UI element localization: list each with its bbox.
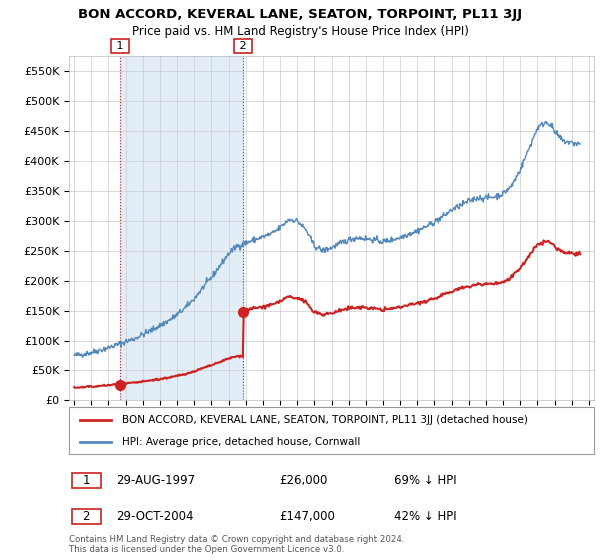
Text: 29-OCT-2004: 29-OCT-2004 [116, 510, 194, 523]
Text: 1: 1 [113, 41, 127, 51]
Text: BON ACCORD, KEVERAL LANE, SEATON, TORPOINT, PL11 3JJ (detached house): BON ACCORD, KEVERAL LANE, SEATON, TORPOI… [121, 415, 527, 425]
Text: Price paid vs. HM Land Registry's House Price Index (HPI): Price paid vs. HM Land Registry's House … [131, 25, 469, 38]
Text: 69% ↓ HPI: 69% ↓ HPI [395, 474, 457, 487]
Text: BON ACCORD, KEVERAL LANE, SEATON, TORPOINT, PL11 3JJ: BON ACCORD, KEVERAL LANE, SEATON, TORPOI… [78, 8, 522, 21]
Text: 29-AUG-1997: 29-AUG-1997 [116, 474, 196, 487]
Text: 42% ↓ HPI: 42% ↓ HPI [395, 510, 457, 523]
Text: 2: 2 [82, 510, 90, 523]
Bar [120, 56, 243, 400]
Text: £147,000: £147,000 [279, 510, 335, 523]
Text: 1: 1 [82, 474, 90, 487]
Text: Contains HM Land Registry data © Crown copyright and database right 2024.
This d: Contains HM Land Registry data © Crown c… [69, 535, 404, 554]
FancyBboxPatch shape [71, 509, 101, 524]
Text: £26,000: £26,000 [279, 474, 328, 487]
FancyBboxPatch shape [71, 473, 101, 488]
Text: HPI: Average price, detached house, Cornwall: HPI: Average price, detached house, Corn… [121, 437, 360, 447]
Text: 2: 2 [236, 41, 250, 51]
